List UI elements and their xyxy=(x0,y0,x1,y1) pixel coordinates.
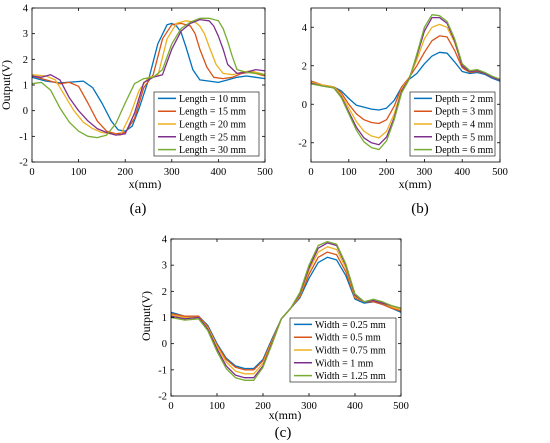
x-tick-label: 500 xyxy=(393,401,409,412)
y-tick-label: 0 xyxy=(162,339,167,350)
series-line-5 xyxy=(311,14,500,151)
legend-label-3: Width = 0.75 mm xyxy=(315,346,386,357)
x-axis-label: x(mm) xyxy=(399,177,432,191)
y-tick-label: 4 xyxy=(162,235,168,246)
x-tick-label: 500 xyxy=(492,167,508,178)
x-tick-label: 300 xyxy=(301,401,317,412)
y-tick-label: 4 xyxy=(302,23,308,34)
y-tick-label: 2 xyxy=(162,287,167,298)
legend-label-3: Length = 20 mm xyxy=(179,120,246,131)
x-tick-label: 400 xyxy=(347,401,363,412)
series-line-2 xyxy=(32,22,265,135)
chart-panel-2: 0 100 200 300 400 500 -2 0 2 4 x(mm) Depth = 2 mm De… xyxy=(298,7,508,217)
legend-label-2: Width = 0.5 mm xyxy=(315,333,381,344)
series-line-3 xyxy=(32,20,265,136)
x-tick-label: 0 xyxy=(168,401,173,412)
legend-label-2: Length = 15 mm xyxy=(179,107,246,118)
y-tick-label: -2 xyxy=(158,392,167,403)
x-tick-label: 300 xyxy=(417,167,433,178)
x-tick-label: 200 xyxy=(117,167,133,178)
x-tick-label: 100 xyxy=(209,401,225,412)
x-tick-label: 0 xyxy=(29,167,34,178)
legend-label-1: Depth = 2 mm xyxy=(435,94,493,105)
x-tick-label: 400 xyxy=(211,167,227,178)
x-axis-label: x(mm) xyxy=(129,177,162,191)
legend: Width = 0.25 mm Width = 0.5 mm Width = 0.7… xyxy=(289,317,397,383)
y-tick-label: 0 xyxy=(23,106,28,117)
x-tick-label: 200 xyxy=(379,167,395,178)
series-line-4 xyxy=(32,18,265,136)
x-tick-label: 200 xyxy=(255,401,271,412)
y-tick-label: 3 xyxy=(162,261,167,272)
panel-label: (a) xyxy=(130,201,147,217)
y-axis-label: Output(V) xyxy=(139,291,153,341)
x-tick-label: 100 xyxy=(71,167,87,178)
legend-label-4: Depth = 5 mm xyxy=(435,132,493,143)
series-line-1 xyxy=(32,22,265,132)
series-line-5 xyxy=(171,240,401,381)
legend-label-5: Depth = 6 mm xyxy=(435,145,493,156)
y-tick-label: 2 xyxy=(23,55,28,66)
x-axis-label: x(mm) xyxy=(269,408,302,422)
y-tick-label: 1 xyxy=(162,313,167,324)
legend-label-2: Depth = 3 mm xyxy=(435,107,493,118)
legend-label-4: Length = 25 mm xyxy=(179,132,246,143)
chart-panel-3: 0 100 200 300 400 500 -2 -1 0 1 2 3 4 x(mm) Output(V) W… xyxy=(139,235,409,442)
axes-box xyxy=(310,7,501,163)
y-tick-label: 1 xyxy=(23,81,28,92)
x-tick-label: 0 xyxy=(308,167,313,178)
y-tick-label: -2 xyxy=(19,158,28,169)
legend-label-5: Width = 1.25 mm xyxy=(315,371,386,382)
legend-label-1: Width = 0.25 mm xyxy=(315,320,386,331)
legend-label-3: Depth = 4 mm xyxy=(435,120,493,131)
panel-label: (b) xyxy=(411,201,429,217)
legend-label-4: Width = 1 mm xyxy=(315,358,374,369)
y-tick-label: 4 xyxy=(23,4,29,15)
x-tick-label: 300 xyxy=(164,167,180,178)
y-axis-label: Output(V) xyxy=(0,60,13,110)
chart-panel-1: 0 100 200 300 400 500 -2 -1 0 1 2 3 4 x(mm) Output(V) L… xyxy=(0,4,273,218)
x-tick-label: 400 xyxy=(454,167,470,178)
x-tick-label: 500 xyxy=(257,167,273,178)
y-tick-label: -1 xyxy=(19,132,28,143)
y-tick-label: 2 xyxy=(302,61,307,72)
series-line-5 xyxy=(32,17,265,139)
legend: Length = 10 mm Length = 15 mm Length = 20 … xyxy=(153,91,260,157)
x-tick-label: 100 xyxy=(341,167,357,178)
legend-label-1: Length = 10 mm xyxy=(179,94,246,105)
y-tick-label: -2 xyxy=(298,138,307,149)
y-tick-label: 0 xyxy=(302,100,307,111)
y-tick-label: -1 xyxy=(158,365,167,376)
legend-label-5: Length = 30 mm xyxy=(179,145,246,156)
y-tick-label: 3 xyxy=(23,29,28,40)
panel-label: (c) xyxy=(275,425,292,441)
